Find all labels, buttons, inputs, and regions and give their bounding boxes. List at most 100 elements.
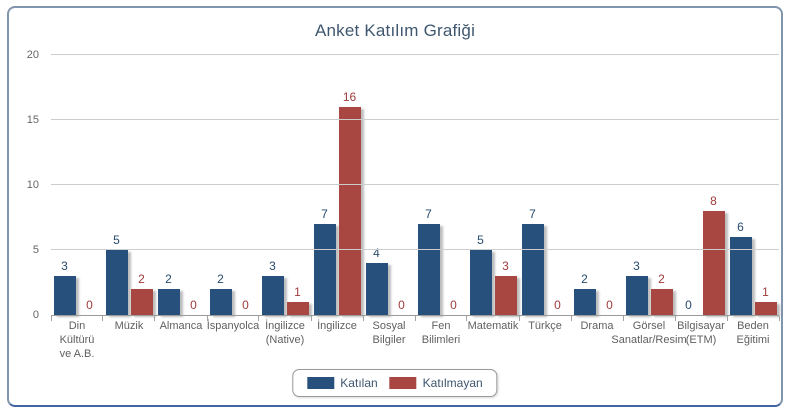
category-label: Beden Eğitimi xyxy=(727,319,779,361)
category-label-line: Fen xyxy=(431,320,451,332)
axis-tick xyxy=(258,316,260,321)
bar-slot: 3 xyxy=(53,55,76,315)
y-axis-labels: 0 5 10 15 20 xyxy=(9,49,46,321)
bar-katilmayan xyxy=(286,302,309,315)
bar-value-label: 3 xyxy=(633,259,640,273)
bar-value-label: 2 xyxy=(581,272,588,286)
category-label: Almanca xyxy=(155,319,207,361)
category-axis-labels: Din Kültürü ve A.B. Müzik Almanca İspanyolca İ… xyxy=(51,319,779,361)
bar-katilan xyxy=(729,237,752,315)
bar-katilmayan xyxy=(494,276,517,315)
category-group: 7 16 xyxy=(311,55,363,315)
bar-katilmayan xyxy=(338,107,361,315)
y-axis-tick-label: 15 xyxy=(26,114,39,126)
category-label: İngilizce (Native) xyxy=(259,319,311,361)
legend-label: Katılmayan xyxy=(422,376,483,390)
bar-slot: 0 xyxy=(678,55,700,315)
bar-value-label: 2 xyxy=(658,272,665,286)
bar-katilan xyxy=(521,224,544,315)
bar-value-label: 5 xyxy=(113,233,120,247)
category-label-line: Görsel xyxy=(632,320,666,332)
bar-value-label: 2 xyxy=(217,272,224,286)
category-label-line: Bilgisayar xyxy=(677,320,725,332)
y-axis-tick-label: 20 xyxy=(26,49,39,61)
axis-tick xyxy=(310,316,312,321)
bar-katilan xyxy=(417,224,440,315)
gridline xyxy=(51,249,779,250)
bar-katilan xyxy=(261,276,284,315)
bar-value-label: 8 xyxy=(710,194,717,208)
bar-slot: 3 xyxy=(494,55,517,315)
chart-title: Anket Katılım Grafiği xyxy=(314,21,476,40)
axis-tick xyxy=(674,316,676,321)
bar-value-label: 4 xyxy=(373,246,380,260)
axis-tick xyxy=(50,316,52,321)
axis-tick xyxy=(466,316,468,321)
bar-value-label: 2 xyxy=(165,272,172,286)
axis-tick xyxy=(154,316,156,321)
bar-slot: 2 xyxy=(157,55,180,315)
bar-slot: 7 xyxy=(313,55,336,315)
legend-label: Katılan xyxy=(340,376,378,390)
axis-tick xyxy=(206,316,208,321)
category-label-line: Bilgiler xyxy=(372,334,406,346)
bar-slot: 0 xyxy=(183,55,205,315)
bar-slot: 2 xyxy=(650,55,673,315)
legend: Katılan Katılmayan xyxy=(292,369,498,397)
bar-slot: 0 xyxy=(443,55,465,315)
bar-katilmayan xyxy=(754,302,777,315)
bar-value-label: 0 xyxy=(242,298,249,312)
bar-value-label: 0 xyxy=(450,298,457,312)
bar-slot: 0 xyxy=(235,55,257,315)
legend-item-katilan: Katılan xyxy=(307,376,378,390)
bar-slot: 0 xyxy=(599,55,621,315)
bar-katilmayan xyxy=(130,289,153,315)
bar-slot: 0 xyxy=(79,55,101,315)
category-label-line: Sanatlar/Resim xyxy=(611,334,687,346)
axis-tick xyxy=(414,316,416,321)
category-label: İngilizce xyxy=(311,319,363,361)
axis-tick xyxy=(622,316,624,321)
axis-tick xyxy=(570,316,572,321)
legend-swatch-katilmayan xyxy=(389,377,417,389)
bar-slot: 5 xyxy=(469,55,492,315)
category-label-line: (Native) xyxy=(265,334,305,346)
category-label-line: Din xyxy=(68,320,86,332)
bar-katilan xyxy=(625,276,648,315)
category-label-line: Almanca xyxy=(159,320,203,332)
bar-value-label: 0 xyxy=(554,298,561,312)
category-label-line: İngilizce xyxy=(265,320,305,332)
bar-slot: 0 xyxy=(391,55,413,315)
axis-tick xyxy=(102,316,104,321)
category-label-line: Türkçe xyxy=(528,320,562,332)
category-label: Türkçe xyxy=(519,319,571,361)
category-label-line: Sosyal xyxy=(372,320,406,332)
axis-tick xyxy=(778,316,780,321)
bar-katilan xyxy=(209,289,232,315)
bar-slot: 4 xyxy=(365,55,388,315)
bar-value-label: 2 xyxy=(138,272,145,286)
bar-katilan xyxy=(313,224,336,315)
x-axis-ticks xyxy=(50,316,780,322)
bar-katilmayan xyxy=(650,289,673,315)
x-axis-line xyxy=(51,315,779,316)
bar-slot: 1 xyxy=(754,55,777,315)
category-label: Matematik xyxy=(467,319,519,361)
gridline xyxy=(51,119,779,120)
category-label: Fen Bilimleri xyxy=(415,319,467,361)
gridline xyxy=(51,184,779,185)
category-label: Sosyal Bilgiler xyxy=(363,319,415,361)
bar-slot: 2 xyxy=(573,55,596,315)
legend-item-katilmayan: Katılmayan xyxy=(389,376,483,390)
category-label-line: Matematik xyxy=(467,320,519,332)
bar-katilan xyxy=(365,263,388,315)
category-label: Bilgisayar (ETM) xyxy=(675,319,727,361)
